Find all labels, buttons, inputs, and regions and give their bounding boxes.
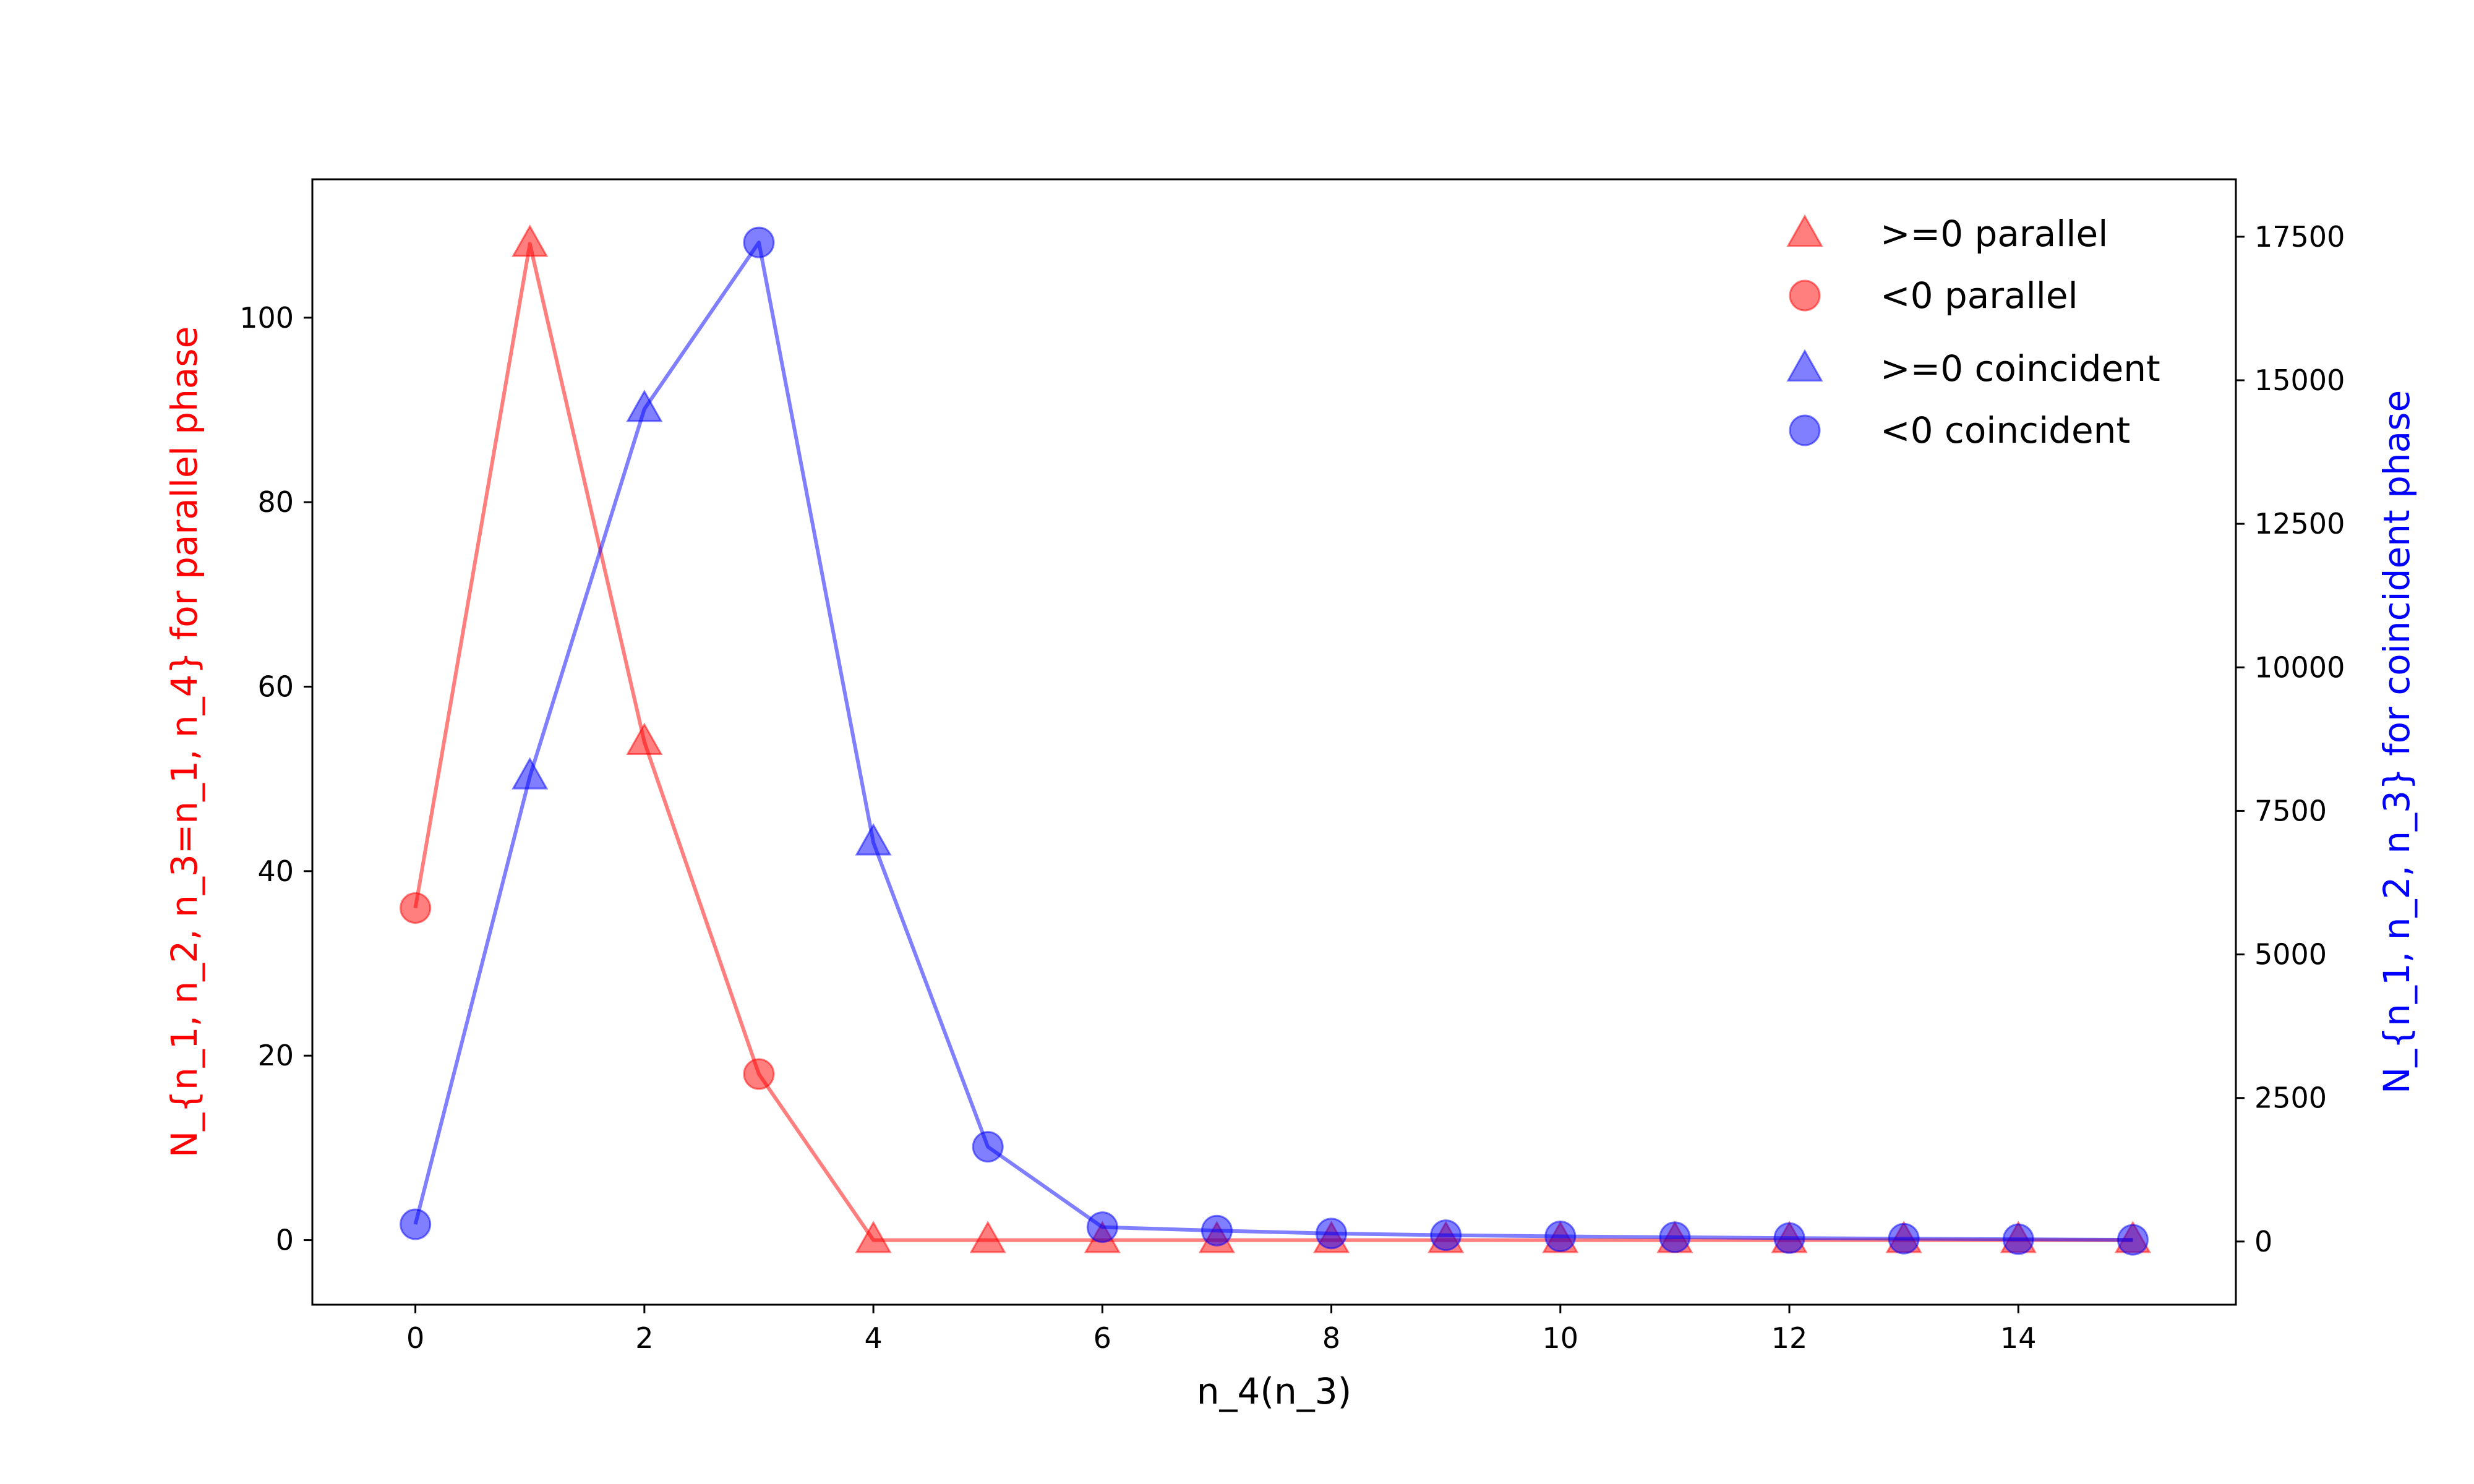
right-y-tick-label: 12500 — [2254, 507, 2345, 540]
left-y-tick-label: 60 — [257, 670, 294, 703]
left-y-tick-label: 0 — [276, 1224, 294, 1257]
left-y-tick-label: 100 — [239, 301, 294, 335]
x-tick-label: 2 — [635, 1321, 653, 1355]
data-point-parallel — [511, 224, 549, 257]
data-point-coincident — [400, 1208, 432, 1240]
data-point-coincident — [511, 757, 549, 790]
plot-frame — [311, 178, 2237, 1306]
right-y-tick-label: 0 — [2254, 1225, 2272, 1258]
legend-marker-3 — [1789, 414, 1821, 446]
right-y-tick-label: 17500 — [2254, 220, 2345, 254]
left-y-axis-label: N_{n_1, n_2, n_3=n_1, n_4} for parallel … — [163, 326, 205, 1158]
right-y-tick-label: 2500 — [2254, 1081, 2327, 1115]
data-point-coincident — [1659, 1221, 1691, 1253]
left-y-tick-label: 20 — [257, 1039, 294, 1072]
right-y-tick-label: 10000 — [2254, 650, 2345, 684]
x-axis-label: n_4(n_3) — [1197, 1370, 1352, 1412]
legend: >=0 parallel <0 parallel >=0 coincident <0 … — [1786, 213, 2160, 451]
x-tick-label: 14 — [2000, 1321, 2037, 1355]
data-point-coincident — [626, 390, 663, 422]
data-point-coincident — [743, 226, 775, 258]
right-y-axis-label: N_{n_1, n_2, n_3} for coincident phase — [2376, 390, 2418, 1094]
legend-label: >=0 parallel — [1880, 213, 2108, 255]
data-point-coincident — [855, 823, 892, 856]
data-point-coincident — [1430, 1219, 1462, 1252]
data-point-parallel — [969, 1221, 1006, 1253]
series-line-coincident — [413, 241, 2133, 1242]
x-tick-label: 6 — [1094, 1321, 1111, 1355]
left-y-tick-label: 80 — [257, 485, 294, 519]
right-y-tick-label: 5000 — [2254, 938, 2327, 971]
x-tick-label: 12 — [1771, 1321, 1808, 1355]
data-point-coincident — [972, 1131, 1004, 1163]
data-point-coincident — [1086, 1211, 1118, 1243]
legend-marker-1 — [1789, 279, 1821, 312]
data-point-coincident — [2002, 1223, 2034, 1255]
axes-layer: 0 2 4 6 8 10 12 14 0 20 40 60 80 100 0 2500 5000 7500 1000… — [239, 220, 2345, 1355]
legend-label: <0 parallel — [1880, 275, 2078, 317]
data-point-coincident — [2117, 1224, 2149, 1256]
data-point-parallel — [400, 892, 432, 924]
x-tick-label: 4 — [864, 1321, 882, 1355]
data-point-parallel — [626, 722, 663, 755]
legend-label: >=0 coincident — [1880, 348, 2160, 390]
data-point-coincident — [1201, 1214, 1233, 1247]
data-point-parallel — [855, 1221, 892, 1253]
data-point-coincident — [1316, 1217, 1348, 1250]
data-point-coincident — [1773, 1222, 1805, 1254]
legend-marker-0 — [1786, 214, 1823, 247]
data-point-parallel — [743, 1058, 775, 1090]
plot-layer — [400, 224, 2151, 1256]
right-y-tick-label: 7500 — [2254, 794, 2327, 827]
x-tick-label: 10 — [1543, 1321, 1579, 1355]
data-point-coincident — [1888, 1222, 1920, 1255]
data-point-coincident — [1544, 1221, 1577, 1252]
right-y-tick-label: 15000 — [2254, 364, 2345, 397]
legend-label: <0 coincident — [1880, 409, 2130, 451]
x-tick-label: 8 — [1322, 1321, 1340, 1355]
left-y-tick-label: 40 — [257, 855, 294, 888]
x-tick-label: 0 — [406, 1321, 424, 1355]
legend-marker-2 — [1786, 349, 1823, 382]
